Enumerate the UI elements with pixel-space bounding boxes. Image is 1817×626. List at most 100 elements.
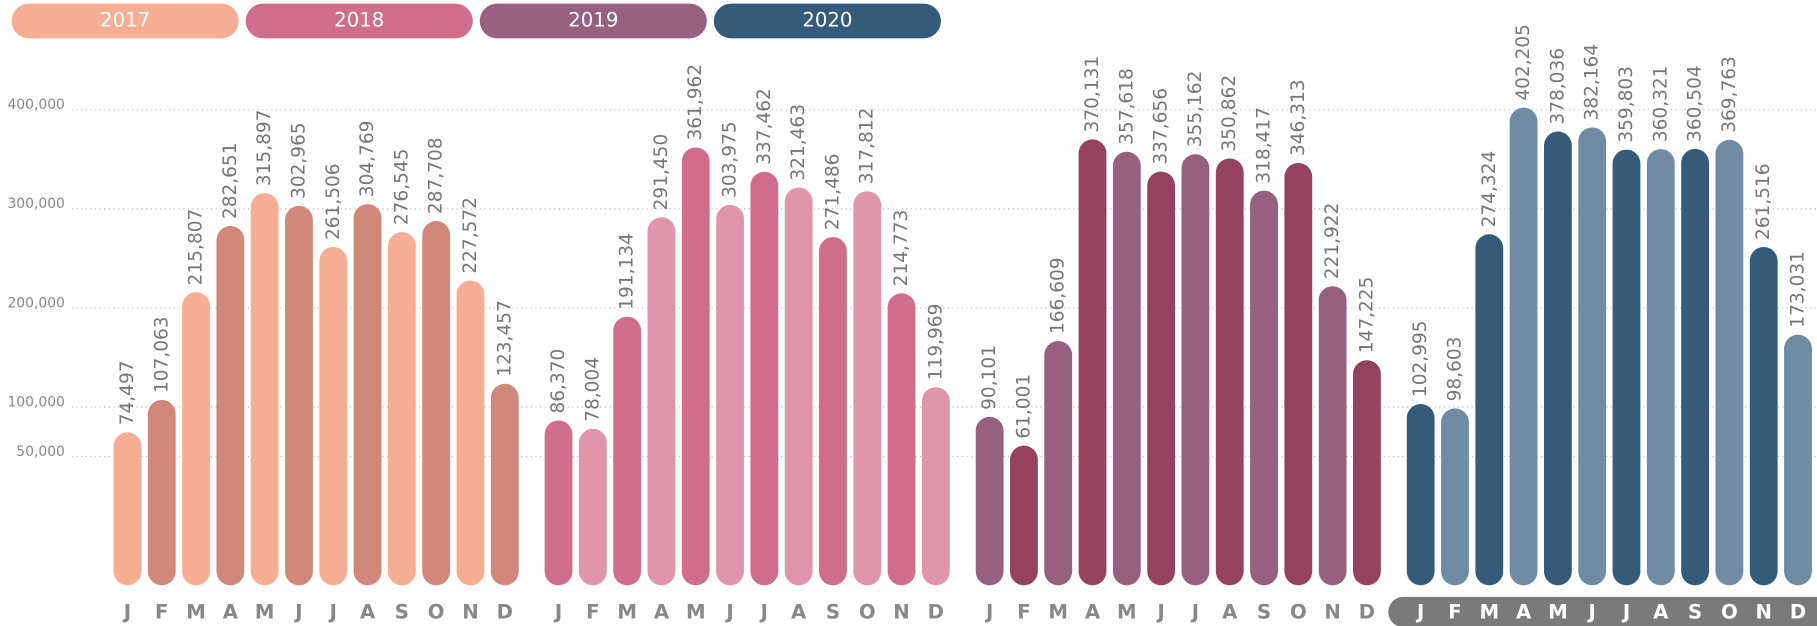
value-label: 378,036 [1547, 48, 1568, 125]
value-label: 291,450 [651, 134, 672, 211]
bar [1078, 139, 1107, 586]
month-label: S [826, 601, 840, 624]
bar [578, 428, 607, 586]
month-label: N [462, 601, 478, 624]
value-label: 361,962 [685, 64, 706, 141]
bar [1353, 360, 1381, 586]
month-label: O [428, 601, 445, 624]
bar [113, 432, 142, 586]
value-label: 304,769 [357, 121, 378, 198]
value-label: 282,651 [220, 142, 241, 219]
y-tick-label: 400,000 [7, 97, 64, 113]
bar [422, 221, 451, 586]
month-label: A [654, 601, 670, 624]
value-label: 227,572 [460, 197, 481, 274]
month-label: J [1621, 601, 1630, 624]
bar [1646, 149, 1675, 586]
bar [1749, 246, 1778, 586]
value-label: 191,134 [617, 233, 638, 310]
y-tick-label: 100,000 [7, 394, 64, 410]
month-label: J [293, 601, 302, 624]
value-label: 350,862 [1219, 75, 1240, 152]
bar [750, 171, 779, 586]
legend-label: 2019 [568, 8, 618, 31]
legend-pill[interactable] [11, 3, 239, 39]
month-label: J [759, 601, 768, 624]
bar [613, 316, 642, 586]
value-label: 173,031 [1787, 251, 1808, 328]
bar [1044, 341, 1073, 586]
bar [1010, 445, 1038, 586]
value-label: 402,205 [1513, 24, 1534, 101]
value-label: 78,004 [582, 357, 603, 422]
month-label: M [1479, 601, 1499, 624]
bar [1406, 404, 1435, 586]
value-label: 357,618 [1116, 68, 1137, 145]
bar [1215, 158, 1244, 586]
value-label: 271,486 [822, 154, 843, 231]
month-label: M [255, 601, 275, 624]
value-label: 382,164 [1582, 44, 1603, 121]
month-label: J [984, 601, 993, 624]
bar [1112, 151, 1141, 586]
value-label: 98,603 [1444, 337, 1465, 402]
month-label: A [791, 601, 807, 624]
value-label: 166,609 [1048, 257, 1069, 334]
bar [1509, 107, 1538, 586]
value-label: 337,462 [754, 88, 775, 165]
value-label: 302,965 [288, 122, 309, 199]
value-label: 317,812 [857, 108, 878, 185]
month-label: J [122, 601, 131, 624]
value-label: 61,001 [1013, 374, 1034, 439]
value-label: 119,969 [925, 304, 946, 381]
bar [387, 232, 416, 586]
value-label: 337,656 [1151, 88, 1172, 165]
legend-pill[interactable] [245, 3, 473, 39]
month-label: M [1048, 601, 1068, 624]
selected-months-bg [1388, 596, 1817, 626]
value-label: 147,225 [1356, 277, 1377, 354]
month-label: J [553, 601, 562, 624]
value-label: 261,516 [1753, 163, 1774, 240]
month-label: F [155, 601, 168, 624]
legend-pill[interactable] [479, 3, 707, 39]
value-label: 261,506 [323, 163, 344, 240]
value-label: 102,995 [1410, 320, 1431, 397]
bar [319, 247, 348, 586]
month-label: N [1755, 601, 1771, 624]
bar [1784, 334, 1812, 586]
bar [1715, 139, 1744, 586]
value-label: 346,313 [1288, 79, 1309, 156]
bar [921, 387, 950, 586]
month-label: O [1290, 601, 1307, 624]
month-label: A [1653, 601, 1669, 624]
month-label: O [859, 601, 876, 624]
value-label: 360,504 [1685, 65, 1706, 142]
month-label: F [1448, 601, 1461, 624]
value-label: 107,063 [151, 316, 172, 393]
value-label: 74,497 [117, 360, 138, 425]
legend-pill[interactable] [713, 3, 941, 39]
month-label: A [1085, 601, 1101, 624]
bar [1147, 171, 1176, 586]
month-label: M [186, 601, 206, 624]
month-label: A [360, 601, 376, 624]
y-tick-label: 200,000 [7, 295, 64, 311]
y-tick-label: 50,000 [16, 444, 65, 460]
month-label: D [497, 601, 513, 624]
bar [681, 147, 710, 586]
bar [250, 193, 279, 586]
value-label: 359,803 [1616, 66, 1637, 143]
month-label: S [1257, 601, 1271, 624]
value-label: 214,773 [891, 210, 912, 287]
bar [490, 383, 519, 586]
value-label: 215,807 [186, 209, 207, 286]
bar [975, 416, 1004, 586]
month-label: D [928, 601, 944, 624]
bar [147, 400, 176, 586]
bar [1578, 127, 1607, 586]
value-label: 360,321 [1650, 66, 1671, 143]
value-label: 303,975 [720, 121, 741, 198]
value-label: 123,457 [494, 300, 515, 377]
value-label: 274,324 [1479, 151, 1500, 228]
